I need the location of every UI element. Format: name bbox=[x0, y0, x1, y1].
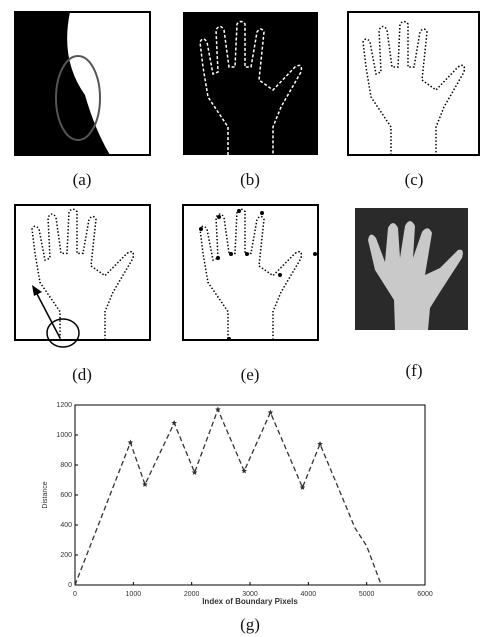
x-tick-label: 0 bbox=[73, 591, 77, 598]
panel-label: (f) bbox=[406, 361, 423, 380]
x-tick-label: 6000 bbox=[417, 591, 433, 598]
panel-label: (g) bbox=[240, 615, 260, 634]
y-axis-label: Distance bbox=[42, 481, 49, 508]
point-marker bbox=[268, 410, 274, 415]
y-tick-label: 1200 bbox=[56, 402, 72, 409]
panel-f bbox=[355, 208, 468, 330]
panel-label: (b) bbox=[240, 170, 260, 189]
y-tick-label: 400 bbox=[60, 522, 72, 529]
panel-e bbox=[183, 205, 318, 341]
y-tick-label: 600 bbox=[60, 492, 72, 499]
point-marker bbox=[192, 470, 198, 475]
y-tick-label: 1000 bbox=[56, 432, 72, 439]
point-marker bbox=[241, 468, 247, 473]
panel-c bbox=[348, 12, 479, 155]
x-tick-label: 2000 bbox=[184, 591, 200, 598]
panel-b bbox=[183, 12, 318, 155]
panel-label: (a) bbox=[73, 170, 92, 189]
x-axis-label: Index of Boundary Pixels bbox=[202, 597, 298, 606]
x-tick-label: 1000 bbox=[126, 591, 142, 598]
point-marker bbox=[300, 485, 306, 490]
y-tick-label: 800 bbox=[60, 462, 72, 469]
panel-a bbox=[15, 12, 150, 155]
y-tick-label: 200 bbox=[60, 552, 72, 559]
y-tick-label: 0 bbox=[68, 582, 72, 589]
point-marker bbox=[142, 482, 148, 487]
panel-label: (e) bbox=[241, 365, 260, 384]
plot-frame bbox=[75, 405, 425, 585]
figure: (a)(b)(c)(d)(e)(f) 010002000300040005000… bbox=[0, 0, 481, 637]
panel-label: (c) bbox=[405, 170, 424, 189]
panel-d bbox=[15, 205, 150, 347]
x-tick-label: 5000 bbox=[359, 591, 375, 598]
line bbox=[75, 410, 381, 586]
panel-label: (d) bbox=[72, 365, 92, 384]
x-tick-label: 4000 bbox=[301, 591, 317, 598]
